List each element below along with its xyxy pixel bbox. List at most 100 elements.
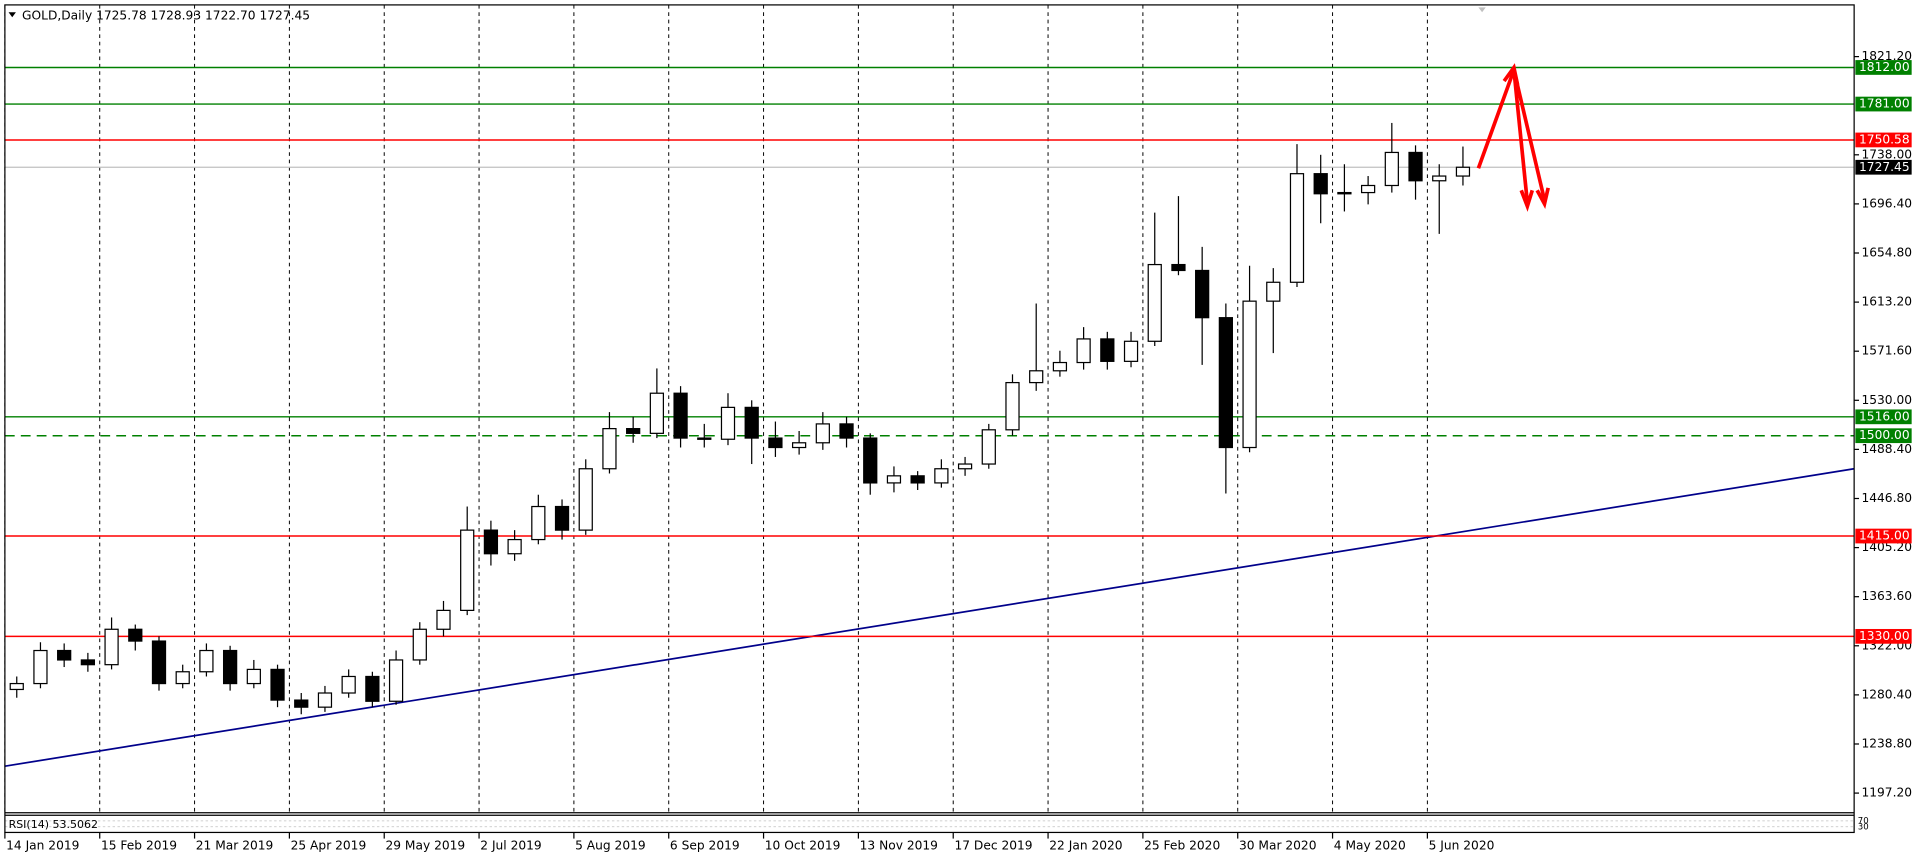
candle-body	[697, 437, 712, 440]
candle-body	[1147, 263, 1162, 342]
y-tick-label: 1405.20	[1861, 540, 1912, 554]
x-tick-label: 21 Mar 2019	[196, 838, 274, 852]
candle-body	[910, 475, 925, 484]
candles	[9, 122, 1471, 715]
candle-body	[460, 529, 475, 611]
candle-body	[981, 429, 996, 465]
candle-body	[863, 437, 878, 484]
candle-body	[649, 392, 665, 434]
trend-line	[4, 467, 1855, 768]
candle-body	[1100, 338, 1115, 362]
level-label: 1415.00	[1859, 529, 1910, 543]
candle-body	[1384, 151, 1399, 187]
candle-body	[839, 423, 854, 439]
candle-body	[934, 468, 949, 484]
candle-body	[341, 675, 356, 694]
indicator-tick-label: 30	[1858, 822, 1869, 832]
y-tick-label: 1696.40	[1861, 196, 1912, 210]
candle-body	[578, 468, 593, 531]
candle-body	[957, 463, 973, 470]
x-tick-label: 13 Nov 2019	[860, 838, 938, 852]
candle-body	[412, 628, 427, 661]
level-label: 1812.00	[1859, 60, 1910, 74]
x-tick-label: 25 Apr 2019	[291, 838, 367, 852]
candle-body	[602, 428, 617, 470]
candle-body	[1195, 269, 1210, 319]
candle-body	[1408, 151, 1423, 182]
candle-body	[886, 475, 902, 484]
x-tick-label: 14 Jan 2019	[6, 838, 79, 852]
candle-body	[1337, 191, 1352, 195]
candle-body	[791, 442, 807, 449]
x-tick-label: 22 Jan 2020	[1049, 838, 1122, 852]
level-label: 1330.00	[1859, 629, 1910, 643]
x-tick-label: 6 Sep 2019	[670, 838, 740, 852]
y-tick-label: 1488.40	[1861, 442, 1912, 456]
candle-body	[1218, 317, 1233, 449]
arrow-down	[1512, 69, 1547, 201]
candle-body	[222, 649, 238, 685]
x-tick-label: 5 Jun 2020	[1429, 838, 1495, 852]
last-price-box	[1855, 159, 1912, 175]
candle-body	[317, 692, 333, 708]
x-tick-label: 25 Feb 2020	[1144, 838, 1220, 852]
candle-body	[1266, 281, 1281, 302]
candle-body	[507, 538, 522, 555]
candle-body	[1313, 173, 1328, 195]
level-label-box	[1855, 96, 1912, 112]
level-label: 1781.00	[1859, 97, 1910, 111]
menu-marker	[8, 12, 16, 18]
candle-body	[388, 659, 404, 702]
candle-body	[57, 649, 72, 661]
y-tick-label: 1738.00	[1861, 147, 1912, 161]
candle-body	[246, 668, 261, 685]
level-label-box	[1855, 409, 1912, 425]
arrow-down	[1512, 69, 1530, 203]
candle-body	[270, 668, 285, 701]
y-tick-label: 1446.80	[1861, 491, 1912, 505]
candle-body	[1052, 361, 1068, 372]
forecast-arrows	[1476, 63, 1550, 212]
candle-body	[483, 529, 499, 555]
candle-body	[1432, 175, 1447, 182]
candle-body	[175, 671, 190, 685]
y-tick-label: 1821.20	[1861, 49, 1912, 63]
level-label: 1500.00	[1859, 428, 1910, 442]
candle-body	[720, 406, 736, 440]
level-label: 1516.00	[1859, 409, 1910, 423]
y-tick-label: 1363.60	[1861, 589, 1912, 603]
candle-body	[1455, 166, 1471, 177]
candle-body	[768, 437, 783, 449]
candle-body	[1029, 370, 1044, 384]
y-tick-label: 1530.00	[1861, 393, 1912, 407]
level-label-box	[1855, 528, 1912, 544]
plot-frame	[4, 4, 1855, 834]
arrow-head	[1519, 189, 1535, 212]
candle-body	[1005, 381, 1020, 431]
candle-body	[199, 649, 214, 673]
candle-body	[128, 628, 143, 642]
level-label-box	[1855, 132, 1912, 148]
candle-body	[80, 659, 96, 666]
candle-body	[1171, 263, 1186, 272]
levels	[4, 66, 1855, 768]
level-label-box	[1855, 60, 1912, 75]
candle-body	[294, 699, 309, 708]
candle-body	[554, 505, 570, 531]
y-tick-label: 1280.40	[1861, 687, 1912, 701]
candle-body	[1123, 340, 1139, 362]
indicator-label: RSI(14) 53.5062	[9, 818, 98, 831]
arrow-up	[1476, 69, 1516, 169]
axis: 14 Jan 2019 15 Feb 2019 21 Mar 2019 25 Apr …	[4, 49, 1912, 852]
x-tick-label: 2 Jul 2019	[480, 838, 541, 852]
overlay	[1476, 63, 1550, 212]
shift-marker	[1478, 7, 1486, 13]
candle-body	[365, 675, 380, 702]
candle-body	[9, 682, 24, 691]
x-tick-label: 4 May 2020	[1334, 838, 1406, 852]
x-tick-label: 10 Oct 2019	[765, 838, 841, 852]
candle-body	[744, 406, 759, 439]
